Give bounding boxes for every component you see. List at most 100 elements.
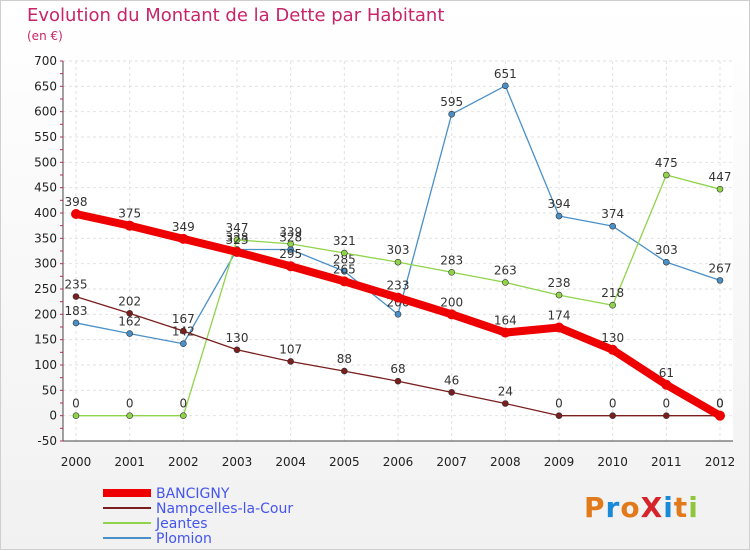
data-point (341, 367, 348, 375)
x-tick-label: 2006 (383, 455, 414, 469)
data-point (448, 389, 455, 396)
data-point (500, 327, 511, 338)
data-point (285, 261, 296, 272)
data-label: 218 (601, 286, 624, 300)
data-point (609, 412, 616, 419)
plot-area (63, 61, 733, 441)
y-tick-label: 600 (34, 105, 57, 119)
data-label: 0 (180, 397, 188, 411)
data-point (394, 258, 402, 266)
data-label: 375 (118, 207, 141, 221)
y-tick-label: 700 (34, 54, 57, 68)
data-label: 398 (65, 195, 88, 209)
data-point (555, 212, 563, 220)
logo-letter: i (688, 491, 699, 524)
legend-item: Plomion (156, 531, 212, 547)
chart-title: Evolution du Montant de la Dette par Hab… (27, 5, 445, 26)
data-point (287, 358, 294, 365)
y-tick-label: 500 (34, 155, 57, 169)
data-label: 283 (440, 253, 463, 267)
data-label: 328 (279, 230, 302, 244)
data-point (716, 277, 724, 284)
data-point (663, 412, 670, 419)
data-point (72, 412, 80, 419)
data-label: 295 (279, 247, 302, 261)
data-point (72, 319, 80, 327)
data-point (448, 110, 455, 118)
data-label: 200 (440, 295, 463, 309)
data-label: 0 (716, 397, 724, 411)
y-tick-label: 650 (34, 79, 57, 93)
data-label: 323 (226, 233, 249, 247)
y-tick-label: 400 (34, 206, 57, 220)
legend-item: BANCIGNY (156, 486, 230, 502)
x-tick-label: 2010 (597, 455, 628, 469)
data-point (178, 233, 189, 244)
y-tick-label: 200 (34, 307, 57, 321)
data-label: 46 (444, 373, 459, 387)
data-label: 235 (65, 278, 88, 292)
data-point (339, 276, 350, 287)
data-label: 285 (333, 252, 356, 266)
data-label: 174 (548, 309, 571, 323)
logo-letter: i (663, 491, 674, 524)
data-label: 0 (126, 397, 134, 411)
data-label: 347 (226, 221, 249, 235)
data-point (126, 412, 133, 419)
data-point (661, 379, 672, 390)
data-label: 68 (390, 362, 405, 376)
data-point (502, 400, 509, 407)
data-point (233, 346, 241, 354)
data-label: 130 (226, 331, 249, 345)
data-label: 0 (72, 397, 80, 411)
data-label: 238 (548, 276, 571, 290)
y-tick-label: 300 (34, 257, 57, 271)
y-tick-label: 100 (34, 358, 57, 372)
x-tick-label: 2007 (436, 455, 467, 469)
data-point (715, 410, 725, 421)
logo-letter: t (673, 491, 689, 524)
data-point (126, 310, 133, 317)
data-label: 233 (387, 279, 410, 293)
data-label: 394 (548, 197, 571, 211)
data-point (180, 340, 187, 348)
data-point (233, 236, 241, 244)
x-tick-label: 2000 (61, 455, 92, 469)
data-point (341, 267, 348, 275)
x-tick-label: 2004 (275, 455, 306, 469)
data-label: 24 (498, 385, 513, 399)
data-point (394, 377, 402, 385)
data-label: 61 (659, 366, 674, 380)
x-tick-label: 2008 (490, 455, 521, 469)
y-tick-label: -50 (37, 434, 57, 448)
data-label: 164 (494, 314, 517, 328)
data-label: 107 (279, 342, 302, 356)
data-point (341, 249, 348, 257)
x-tick-label: 2009 (544, 455, 575, 469)
data-point (448, 268, 455, 276)
data-point (394, 311, 402, 318)
x-tick-label: 2011 (651, 455, 682, 469)
data-label: 303 (387, 243, 410, 257)
y-tick-label: 450 (34, 181, 57, 195)
data-label: 374 (601, 207, 624, 221)
chart-unit: (en €) (27, 29, 63, 43)
data-label: 267 (709, 261, 732, 275)
data-point (663, 171, 670, 179)
data-point (71, 209, 81, 220)
data-point (502, 279, 509, 286)
data-label: 349 (172, 220, 195, 234)
data-label: 303 (655, 243, 678, 257)
data-point (180, 412, 187, 419)
logo-letter: o (620, 491, 641, 524)
data-label: 183 (65, 304, 88, 318)
data-point (72, 293, 80, 300)
x-tick-label: 2002 (168, 455, 199, 469)
y-tick-label: 150 (34, 333, 57, 347)
y-tick-label: 250 (34, 282, 57, 296)
logo-letter: r (605, 491, 621, 524)
y-tick-label: 350 (34, 231, 57, 245)
data-point (126, 330, 133, 337)
data-label: 0 (663, 397, 671, 411)
